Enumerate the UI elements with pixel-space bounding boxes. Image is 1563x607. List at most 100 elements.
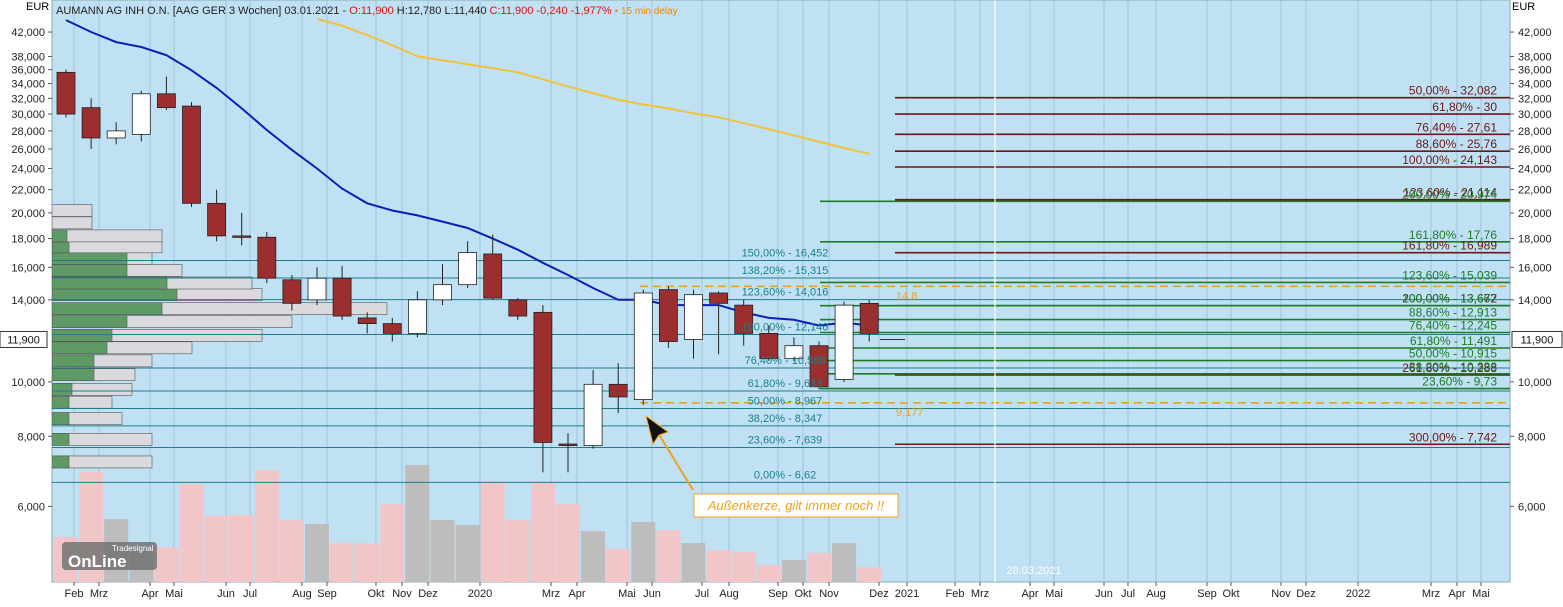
x-tick-label: Dez	[1296, 588, 1316, 600]
volume-profile-buy	[52, 395, 70, 409]
level-label: 300,00% - 7,742	[1409, 430, 1497, 444]
x-tick-label: Jul	[695, 588, 709, 600]
x-tick-label: Dez	[869, 588, 889, 600]
retracement-label: 138,20% - 15,315	[742, 265, 829, 277]
x-tick-label: Nov	[392, 588, 412, 600]
candle-body	[659, 289, 678, 342]
x-tick-label: Mai	[618, 588, 636, 600]
y-tick-label-left: 42,000	[11, 27, 45, 39]
volume-bar	[756, 565, 781, 582]
candle-body	[684, 294, 703, 340]
x-tick-label: Jun	[643, 588, 661, 600]
volume-bar	[305, 524, 329, 582]
volume-profile-buy	[52, 354, 95, 368]
retracement-label: 0,00% - 6,62	[754, 469, 816, 481]
candle-body	[633, 292, 653, 400]
y-tick-label-left: 18,000	[11, 234, 45, 246]
y-tick-label-left: 14,000	[11, 295, 45, 307]
candle-body	[232, 235, 252, 238]
volume-bar	[179, 484, 204, 582]
retracement-label: 50,00% - 8,967	[748, 395, 823, 407]
header-high-low: H:12,780 L:11,440	[397, 5, 487, 17]
y-tick-label-left: 34,000	[11, 79, 45, 91]
marker-label: 14,8	[896, 290, 917, 302]
volume-profile-bar	[52, 412, 123, 425]
volume-bar	[254, 470, 279, 582]
date-marker: 28.03.2021	[1006, 565, 1061, 577]
x-tick-label: Apr	[1021, 588, 1038, 600]
candle-body	[508, 299, 528, 317]
annotation-box	[693, 493, 899, 518]
y-tick-label-right: 28,000	[1518, 126, 1552, 138]
candle-body	[257, 236, 277, 279]
y-tick-label-right: 38,000	[1518, 51, 1552, 63]
volume-bar	[279, 520, 304, 582]
candle-body	[784, 345, 804, 360]
annotation-arrow	[645, 414, 670, 446]
candle-body	[106, 130, 126, 139]
y-tick-label-left: 28,000	[11, 126, 45, 138]
y-tick-label-right: 32,000	[1518, 93, 1552, 105]
x-tick-label: Dez	[418, 588, 438, 600]
x-tick-label: Mai	[165, 588, 183, 600]
y-tick-label-left: 24,000	[11, 163, 45, 175]
candle-body	[156, 93, 176, 109]
y-tick-label-left: 36,000	[11, 65, 45, 77]
level-label: 38,20% - 10,338	[1409, 360, 1497, 374]
volume-bar	[380, 504, 405, 582]
retracement-label: 123,60% - 14,016	[742, 287, 829, 299]
x-tick-label: Apr	[1448, 588, 1465, 600]
volume-profile-bar	[52, 229, 163, 243]
x-tick-label: Nov	[1271, 588, 1291, 600]
y-tick-label-right: 36,000	[1518, 65, 1552, 77]
x-tick-label: Apr	[141, 588, 158, 600]
volume-profile-bar	[52, 455, 153, 469]
y-tick-label-right: 42,000	[1518, 27, 1552, 39]
retracement-label: 76,40% - 10,588	[745, 355, 826, 367]
x-tick-label: Feb	[946, 588, 965, 600]
volume-profile-buy	[52, 382, 73, 396]
volume-profile-buy	[52, 368, 95, 381]
y-tick-label-left: 20,000	[11, 208, 45, 220]
y-tick-label-left: 22,000	[11, 185, 45, 197]
level-label: 200,00% - 20,974	[1402, 187, 1497, 201]
y-tick-label-left: 38,000	[11, 51, 45, 63]
volume-bar	[556, 504, 580, 582]
candle-body	[834, 304, 854, 380]
last-price-label: 11,900	[7, 334, 40, 346]
volume-bar	[656, 530, 681, 582]
level-label: 76,40% - 27,61	[1416, 120, 1498, 134]
x-tick-label: Jul	[243, 588, 257, 600]
y-tick-label-left: 30,000	[11, 109, 45, 121]
annotation-line	[654, 427, 694, 491]
last-price-box	[1511, 330, 1563, 348]
x-tick-label: 2020	[468, 588, 492, 600]
logo: Tradesignal OnLine	[62, 542, 157, 571]
candle-body	[734, 304, 754, 334]
x-tick-label: Mai	[1472, 588, 1490, 600]
x-tick-label: Jun	[1095, 588, 1113, 600]
candle-body	[558, 443, 578, 446]
header-close: C:11,900 -0,240 -1,977%	[490, 5, 612, 17]
candle-body	[709, 292, 728, 304]
volume-bar	[405, 465, 430, 582]
volume-profile-buy	[52, 264, 128, 277]
y-unit-left: EUR	[26, 1, 49, 13]
volume-bar	[480, 482, 505, 582]
retracement-label: 150,00% - 16,452	[742, 248, 829, 260]
x-tick-label: Sep	[768, 588, 788, 600]
y-tick-label-right: 10,000	[1518, 377, 1552, 389]
candle-body	[182, 105, 201, 204]
y-tick-label-right: 20,000	[1518, 208, 1552, 220]
level-label: 50,00% - 10,915	[1409, 347, 1497, 361]
x-tick-label: Jun	[217, 588, 235, 600]
volume-bar	[430, 520, 455, 582]
y-tick-label-right: 30,000	[1518, 109, 1552, 121]
level-label: 88,60% - 12,913	[1409, 306, 1497, 320]
y-tick-label-left: 26,000	[11, 144, 45, 156]
y-tick-label-right: 18,000	[1518, 234, 1552, 246]
volume-profile-bar	[52, 204, 93, 217]
volume-bar	[781, 560, 806, 582]
x-tick-label: Mrz	[971, 588, 989, 600]
last-price-box	[0, 330, 48, 348]
